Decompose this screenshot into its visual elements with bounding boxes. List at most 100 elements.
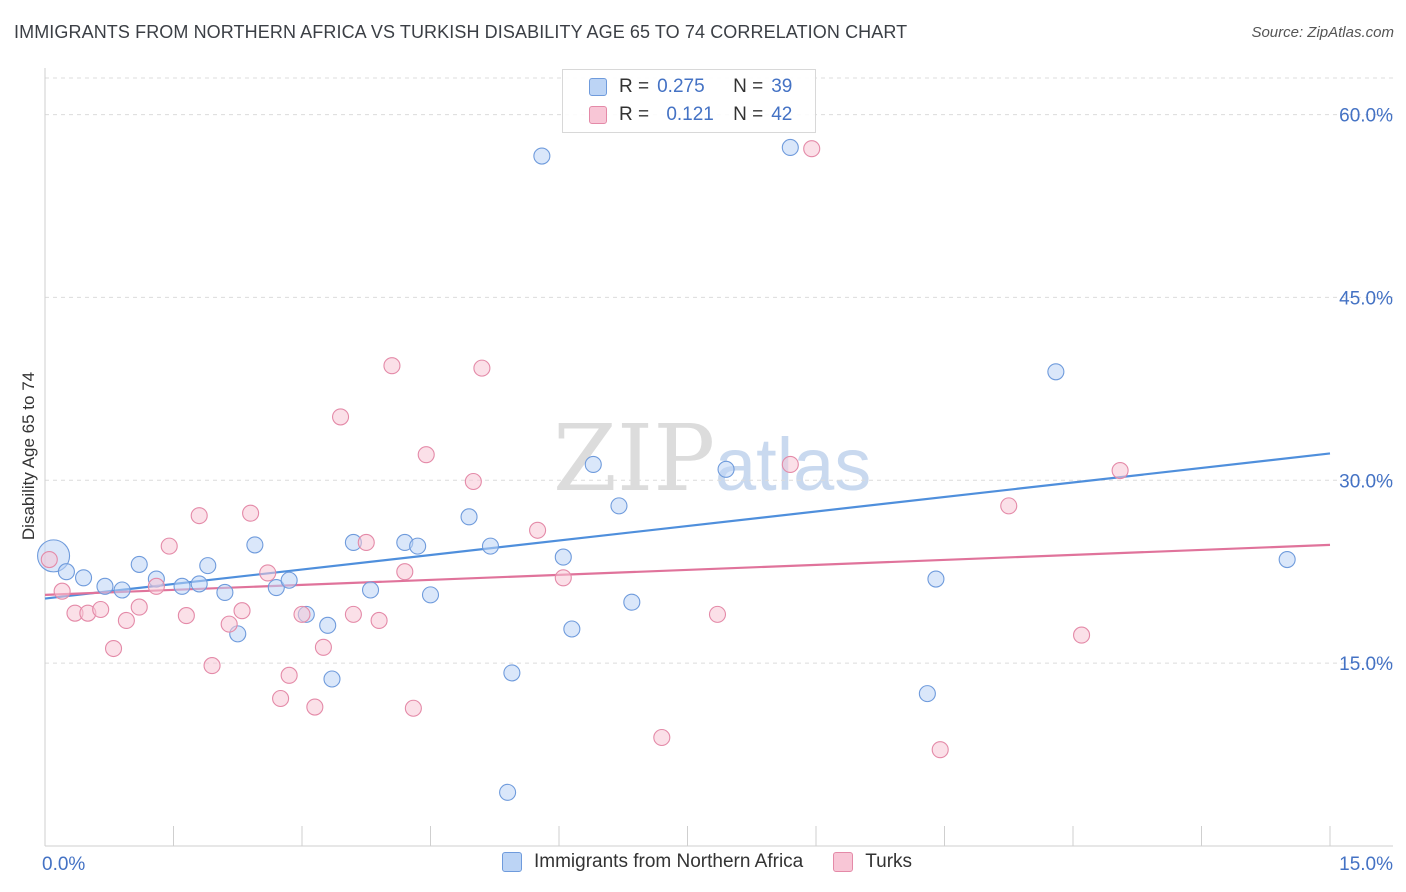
- point-turks: [529, 521, 547, 539]
- point-turks: [190, 507, 208, 525]
- point-northern-africa: [499, 783, 517, 801]
- chart-title: IMMIGRANTS FROM NORTHERN AFRICA VS TURKI…: [14, 22, 908, 42]
- data-points: [37, 138, 1296, 801]
- point-northern-africa: [533, 147, 551, 165]
- point-turks: [417, 446, 435, 464]
- point-turks: [473, 359, 491, 377]
- legend-row-northern-africa: R = 0.275 N = 39: [589, 74, 792, 100]
- point-northern-africa: [246, 536, 264, 554]
- point-northern-africa: [216, 583, 234, 601]
- point-turks: [130, 598, 148, 616]
- watermark: ZIP atlas: [553, 405, 871, 512]
- point-northern-africa: [460, 508, 478, 526]
- point-northern-africa: [113, 581, 131, 599]
- x-tick-label-max: 15.0%: [1339, 854, 1393, 875]
- point-turks: [314, 638, 332, 656]
- point-northern-africa: [918, 685, 936, 703]
- watermark-zip: ZIP: [553, 405, 715, 512]
- point-turks: [554, 569, 572, 587]
- point-northern-africa: [554, 548, 572, 566]
- legend-row-turks: R = 0.121 N = 42: [589, 102, 792, 128]
- point-northern-africa: [610, 497, 628, 515]
- point-turks: [104, 639, 123, 658]
- point-northern-africa: [717, 460, 735, 478]
- point-turks: [177, 607, 195, 625]
- bottom-legend-label-turks: Turks: [865, 851, 913, 872]
- legend: R = 0.275 N = 39 R = 0.121 N = 42: [562, 69, 816, 133]
- point-northern-africa: [130, 555, 148, 573]
- point-turks: [1000, 497, 1018, 515]
- point-turks: [383, 357, 401, 375]
- point-turks: [306, 698, 324, 716]
- point-northern-africa: [323, 670, 341, 688]
- point-turks: [117, 611, 135, 630]
- point-northern-africa: [267, 579, 285, 597]
- legend-r-label: R =: [619, 104, 650, 125]
- point-northern-africa: [96, 577, 114, 595]
- source-label: Source: ZipAtlas.com: [1251, 24, 1394, 41]
- bottom-legend-item-turks: Turks: [833, 851, 912, 873]
- point-turks: [53, 582, 71, 600]
- point-turks: [781, 455, 799, 473]
- legend-swatch-turks: [589, 106, 607, 124]
- point-northern-africa: [563, 620, 581, 638]
- point-turks: [259, 564, 277, 582]
- point-turks: [293, 605, 311, 623]
- point-northern-africa: [361, 581, 380, 599]
- point-northern-africa: [173, 577, 191, 595]
- point-turks: [1111, 461, 1129, 480]
- point-northern-africa: [481, 537, 500, 555]
- point-turks: [931, 741, 949, 759]
- point-northern-africa: [503, 664, 521, 682]
- point-turks: [160, 537, 178, 555]
- axes: [44, 68, 1393, 847]
- legend-n-label: N =: [733, 76, 764, 97]
- y-axis-title: Disability Age 65 to 74: [19, 372, 38, 540]
- point-turks: [344, 605, 362, 623]
- bottom-legend-swatch-turks: [833, 852, 854, 872]
- legend-n-value-northern-africa: 39: [771, 76, 793, 97]
- point-northern-africa: [421, 586, 440, 604]
- point-turks: [233, 602, 251, 620]
- bottom-legend-item-northern-africa: Immigrants from Northern Africa: [502, 851, 803, 873]
- point-turks: [357, 533, 375, 552]
- point-turks: [370, 611, 388, 630]
- point-turks: [396, 563, 414, 581]
- point-turks: [1073, 626, 1091, 644]
- point-northern-africa: [1278, 550, 1296, 569]
- point-turks: [404, 699, 422, 717]
- point-turks: [331, 408, 350, 426]
- point-turks: [464, 472, 482, 491]
- legend-n-value-turks: 42: [771, 104, 793, 125]
- trend-line-turks: [44, 543, 1331, 596]
- point-turks: [220, 615, 238, 633]
- legend-swatch-northern-africa: [589, 78, 607, 96]
- y-tick-label: 15.0%: [1339, 654, 1393, 675]
- legend-r-value-turks: 0.121: [666, 104, 714, 125]
- point-turks: [803, 140, 821, 158]
- point-turks: [280, 666, 298, 684]
- point-northern-africa: [57, 563, 75, 581]
- point-northern-africa: [1047, 363, 1065, 381]
- y-tick-label: 45.0%: [1339, 288, 1393, 309]
- point-northern-africa: [75, 569, 93, 587]
- bottom-legend-swatch-northern-africa: [502, 852, 522, 872]
- bottom-legend: Immigrants from Northern Africa Turks: [502, 851, 942, 873]
- point-northern-africa: [781, 138, 799, 157]
- point-northern-africa: [319, 616, 337, 634]
- point-northern-africa: [409, 537, 427, 555]
- point-turks: [40, 550, 58, 569]
- point-northern-africa: [927, 570, 945, 588]
- bottom-legend-label-northern-africa: Immigrants from Northern Africa: [534, 851, 804, 872]
- point-northern-africa: [584, 455, 602, 473]
- point-turks: [272, 689, 290, 708]
- legend-r-label: R =: [619, 76, 650, 97]
- tick-labels: 15.0% 30.0% 45.0% 60.0% 0.0% 15.0%: [42, 106, 1393, 875]
- point-northern-africa: [190, 575, 208, 593]
- y-tick-label: 30.0%: [1339, 471, 1393, 492]
- point-turks: [653, 728, 671, 747]
- point-turks: [92, 600, 110, 619]
- legend-r-value-northern-africa: 0.275: [657, 76, 705, 97]
- legend-n-label: N =: [733, 104, 764, 125]
